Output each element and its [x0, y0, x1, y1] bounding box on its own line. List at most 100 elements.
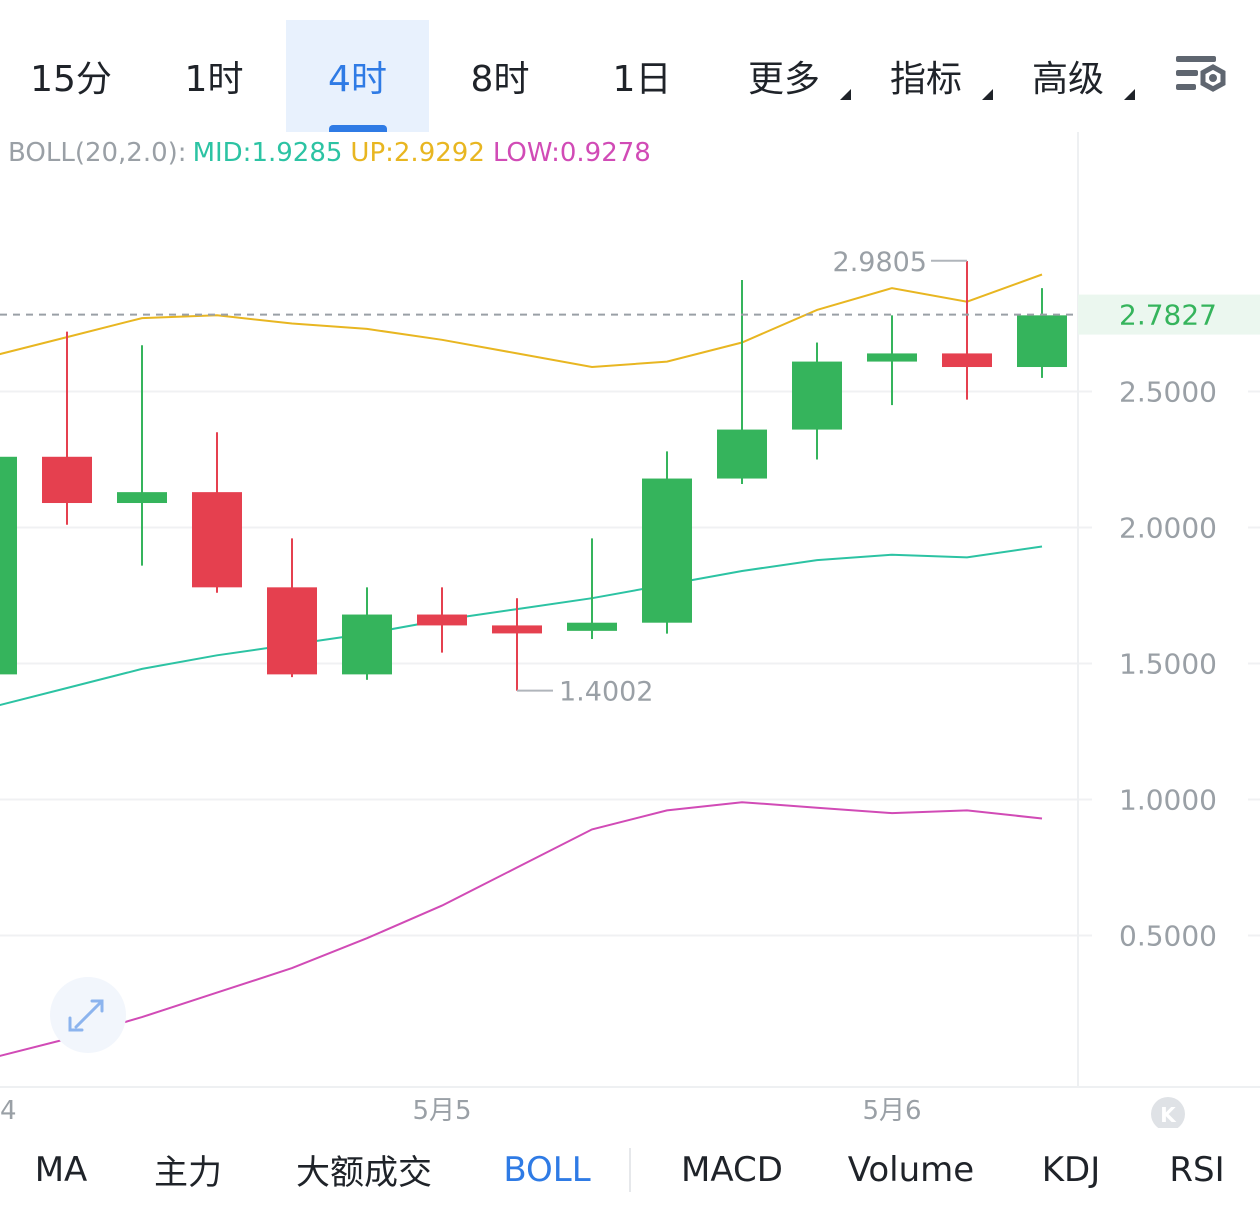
- tab-label: 15分: [30, 59, 112, 100]
- candle-bullish: [642, 451, 692, 634]
- candle-bullish: [717, 279, 767, 484]
- indicator-tab-rsi[interactable]: RSI: [1150, 1128, 1244, 1211]
- time-tick-label: 5月5: [412, 1096, 471, 1126]
- candle-body: [567, 622, 617, 631]
- indicator-tab-label: KDJ: [1041, 1149, 1101, 1190]
- time-tick-label: 4: [0, 1096, 17, 1126]
- price-axis-labels: 2.5000 2.0000 1.5000 1.0000 0.5000: [1119, 376, 1217, 953]
- fullscreen-button[interactable]: [50, 977, 126, 1053]
- boll-legend-prefix: BOLL(20,2.0):: [8, 138, 187, 168]
- current-price-label: 2.7827: [1119, 299, 1217, 332]
- candle-bullish: [867, 315, 917, 406]
- candle-bearish: [192, 432, 242, 593]
- candlesticks: [0, 260, 1067, 691]
- tab-15min[interactable]: 15分: [0, 20, 142, 132]
- candle-body: [717, 429, 767, 479]
- boll-legend-low: LOW:0.9278: [493, 138, 651, 168]
- tab-label: 高级: [1031, 59, 1104, 100]
- indicator-tab-label: MACD: [681, 1149, 783, 1190]
- indicator-divider: [629, 1148, 631, 1192]
- indicator-tab-large-trades[interactable]: 大额成交: [272, 1128, 456, 1211]
- indicator-tab-volume[interactable]: Volume: [832, 1128, 990, 1211]
- boll-legend-mid: MID:1.9285: [193, 138, 343, 168]
- candle-body: [192, 492, 242, 588]
- chart-grid: [0, 390, 1260, 937]
- candle-body: [942, 353, 992, 368]
- candle-bullish: [567, 538, 617, 640]
- tab-1h[interactable]: 1时: [142, 20, 286, 132]
- candle-body: [42, 456, 92, 504]
- candle-body: [417, 614, 467, 626]
- price-tick-label: 1.5000: [1119, 648, 1217, 681]
- indicator-bar: MA 主力 大额成交 BOLL MACD Volume KDJ RSI: [0, 1128, 1260, 1211]
- tab-1d[interactable]: 1日: [571, 20, 713, 132]
- max-price-marker: 2.9805: [833, 247, 967, 278]
- boll-legend-up: UP:2.9292: [350, 138, 484, 168]
- candle-bearish: [42, 331, 92, 525]
- candle-body: [492, 625, 542, 634]
- candle-body: [792, 361, 842, 430]
- tab-label: 1时: [184, 59, 244, 100]
- dropdown-caret-icon: [1124, 89, 1135, 100]
- candle-body: [642, 478, 692, 623]
- boll-up-line: [0, 273, 1043, 369]
- candle-bearish: [492, 598, 542, 691]
- candle-body: [0, 456, 17, 675]
- indicator-tab-label: 主力: [154, 1153, 222, 1193]
- indicator-tab-kdj[interactable]: KDJ: [1022, 1128, 1120, 1211]
- indicator-tab-label: Volume: [847, 1149, 975, 1190]
- tab-indicators[interactable]: 指标: [855, 20, 997, 132]
- scroll-latest-icon: K: [1160, 1103, 1177, 1127]
- tab-4h[interactable]: 4时: [286, 20, 429, 132]
- price-tick-label: 2.5000: [1119, 376, 1217, 409]
- tab-more[interactable]: 更多: [713, 20, 855, 132]
- min-price-label: 1.4002: [559, 677, 653, 708]
- candle-bullish: [1017, 288, 1067, 378]
- indicator-tab-label: RSI: [1169, 1149, 1225, 1190]
- tab-label: 1日: [612, 59, 672, 100]
- chart-settings-icon[interactable]: [1170, 50, 1232, 100]
- candle-body: [267, 587, 317, 675]
- max-price-label: 2.9805: [833, 247, 927, 278]
- candle-body: [1017, 315, 1067, 368]
- price-tick-label: 0.5000: [1119, 920, 1217, 953]
- tab-advanced[interactable]: 高级: [997, 20, 1139, 132]
- indicator-tab-label: BOLL: [503, 1149, 591, 1190]
- time-axis-labels: 4 5月5 5月6: [0, 1096, 922, 1126]
- tab-label: 8时: [470, 59, 530, 100]
- indicator-tab-main-force[interactable]: 主力: [128, 1128, 248, 1211]
- indicator-tab-macd[interactable]: MACD: [664, 1128, 800, 1211]
- candle-body: [117, 492, 167, 504]
- price-tick-label: 1.0000: [1119, 784, 1217, 817]
- boll-legend: BOLL(20,2.0): MID:1.9285 UP:2.9292 LOW:0.92…: [8, 138, 651, 168]
- candle-body: [867, 353, 917, 362]
- min-price-marker: 1.4002: [517, 677, 653, 708]
- candle-bullish: [792, 342, 842, 460]
- candle-bullish: [342, 587, 392, 680]
- indicator-tab-ma[interactable]: MA: [0, 1128, 122, 1211]
- timeframe-bar: 15分 1时 4时 8时 1日 更多 指标 高级: [0, 0, 1260, 132]
- expand-icon: [68, 999, 104, 1032]
- dropdown-caret-icon: [840, 89, 851, 100]
- candle-bullish: [0, 456, 17, 675]
- candle-body: [342, 614, 392, 675]
- candle-bullish: [117, 345, 167, 566]
- dropdown-caret-icon: [982, 89, 993, 100]
- indicator-tab-label: MA: [34, 1149, 88, 1190]
- candle-bearish: [417, 587, 467, 653]
- tab-label: 指标: [889, 59, 962, 100]
- current-price-tag: [1078, 294, 1260, 335]
- indicator-tab-boll[interactable]: BOLL: [484, 1128, 610, 1211]
- tab-label: 更多: [747, 59, 820, 100]
- scroll-to-latest-button[interactable]: K: [1151, 1097, 1185, 1128]
- active-tab-indicator: [328, 125, 387, 132]
- tab-8h[interactable]: 8时: [429, 20, 571, 132]
- price-tick-label: 2.0000: [1119, 512, 1217, 545]
- candle-bearish: [942, 260, 992, 400]
- price-chart[interactable]: BOLL(20,2.0): MID:1.9285 UP:2.9292 LOW:0.92…: [0, 132, 1260, 1128]
- candle-bearish: [267, 538, 317, 678]
- time-tick-label: 5月6: [862, 1096, 921, 1126]
- indicator-tab-label: 大额成交: [296, 1153, 432, 1193]
- boll-low-line: [0, 801, 1043, 1057]
- tab-label: 4时: [328, 59, 387, 100]
